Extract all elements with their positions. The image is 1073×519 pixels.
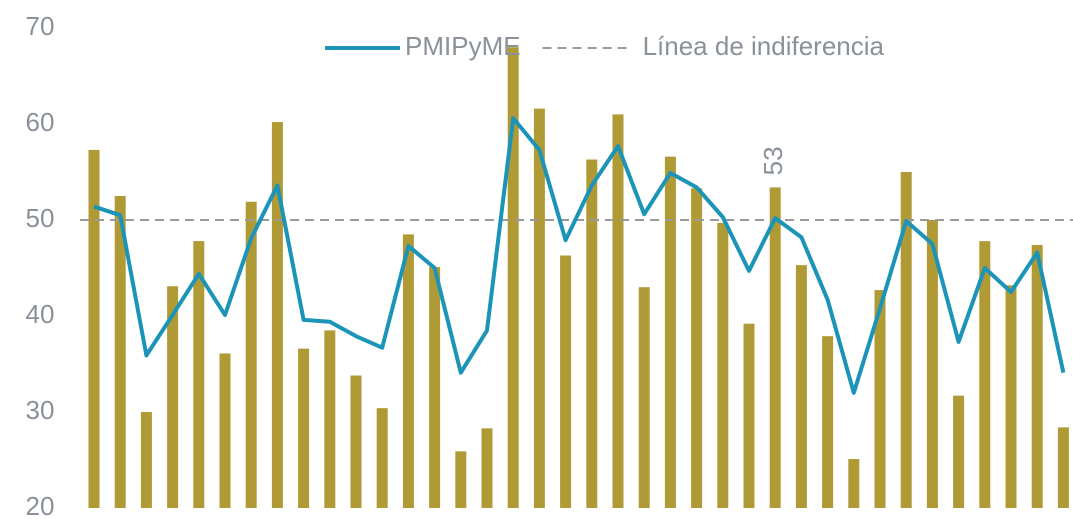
bar [795, 265, 807, 508]
bar [271, 122, 283, 508]
bar [586, 159, 598, 508]
bar [822, 336, 834, 508]
bar [533, 108, 545, 508]
bar [140, 412, 152, 508]
bar [193, 241, 205, 508]
bar [324, 330, 336, 508]
bar [926, 220, 938, 508]
legend-label: Línea de indiferencia [643, 31, 885, 61]
bar [1057, 427, 1069, 508]
bar [167, 286, 179, 508]
bar [1005, 285, 1017, 508]
bar [664, 156, 676, 508]
bar [953, 395, 965, 508]
bar [114, 196, 126, 508]
data-label: 53 [758, 146, 788, 175]
bar [612, 114, 624, 509]
bar [88, 149, 100, 509]
bar [743, 323, 755, 508]
bar [219, 353, 231, 508]
bar [298, 348, 310, 508]
bar [848, 459, 860, 508]
bar [874, 290, 886, 508]
bar [376, 408, 388, 508]
bar [979, 241, 991, 508]
bar [507, 47, 519, 508]
y-tick-label: 60 [26, 107, 55, 137]
y-tick-label: 50 [26, 203, 55, 233]
bar [455, 451, 467, 508]
bar [350, 375, 362, 508]
y-tick-label: 20 [26, 491, 55, 519]
bar [481, 428, 493, 508]
bar [717, 222, 729, 508]
bar [402, 234, 414, 508]
legend-label: PMIPyME [405, 31, 521, 61]
y-tick-label: 40 [26, 299, 55, 329]
bar [691, 188, 703, 508]
bar [769, 187, 781, 509]
line [93, 116, 1066, 395]
bar [1031, 244, 1043, 508]
bar [900, 172, 912, 508]
y-tick-label: 30 [26, 395, 55, 425]
bar [560, 255, 572, 508]
bar [245, 201, 257, 508]
bar [638, 287, 650, 508]
bar [429, 267, 441, 508]
y-tick-label: 70 [26, 11, 55, 41]
